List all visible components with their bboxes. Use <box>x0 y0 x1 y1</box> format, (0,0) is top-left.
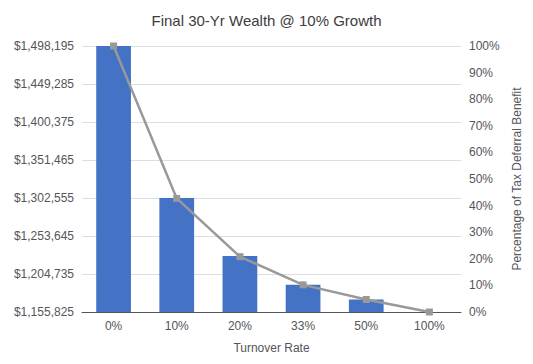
svg-text:100%: 100% <box>469 39 500 53</box>
svg-text:33%: 33% <box>291 319 315 333</box>
svg-text:10%: 10% <box>469 278 493 292</box>
svg-text:10%: 10% <box>165 319 189 333</box>
svg-text:$1,253,645: $1,253,645 <box>14 229 74 243</box>
svg-text:$1,155,825: $1,155,825 <box>14 305 74 319</box>
svg-text:0%: 0% <box>105 319 123 333</box>
svg-text:100%: 100% <box>414 319 445 333</box>
svg-text:$1,400,375: $1,400,375 <box>14 115 74 129</box>
svg-text:20%: 20% <box>228 319 252 333</box>
svg-text:30%: 30% <box>469 225 493 239</box>
svg-text:0%: 0% <box>469 305 487 319</box>
svg-text:20%: 20% <box>469 252 493 266</box>
svg-text:Turnover Rate: Turnover Rate <box>233 341 310 355</box>
svg-text:$1,302,555: $1,302,555 <box>14 191 74 205</box>
svg-text:80%: 80% <box>469 92 493 106</box>
svg-text:70%: 70% <box>469 119 493 133</box>
svg-text:$1,204,735: $1,204,735 <box>14 267 74 281</box>
svg-text:$1,351,465: $1,351,465 <box>14 153 74 167</box>
svg-text:Final 30-Yr Wealth @ 10% Growt: Final 30-Yr Wealth @ 10% Growth <box>151 12 381 29</box>
svg-text:60%: 60% <box>469 145 493 159</box>
svg-text:90%: 90% <box>469 66 493 80</box>
svg-text:50%: 50% <box>354 319 378 333</box>
svg-text:40%: 40% <box>469 199 493 213</box>
svg-text:Percentage of Tax Deferral Ben: Percentage of Tax Deferral Benefit <box>510 87 524 271</box>
svg-text:$1,498,195: $1,498,195 <box>14 39 74 53</box>
svg-text:50%: 50% <box>469 172 493 186</box>
svg-text:$1,449,285: $1,449,285 <box>14 77 74 91</box>
